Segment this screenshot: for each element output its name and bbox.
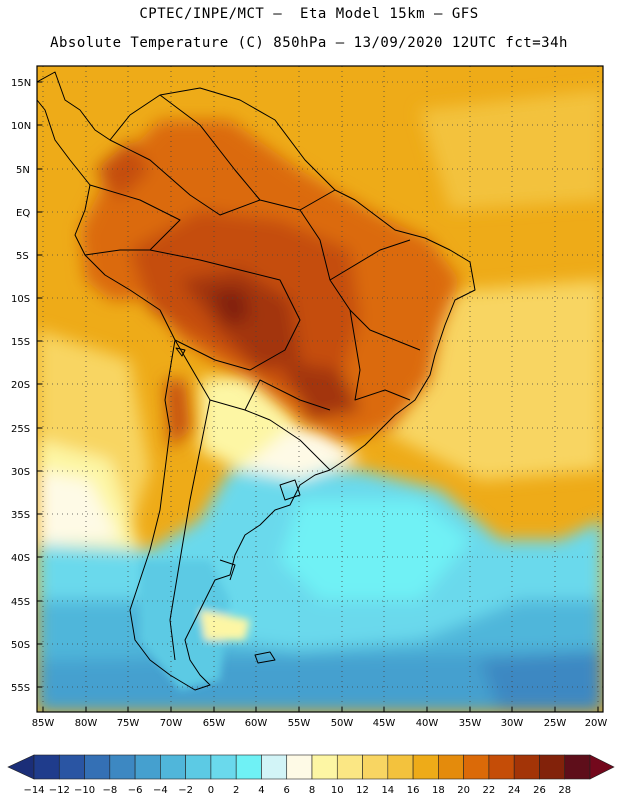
colorbar-swatch: [134, 754, 161, 780]
colorbar-swatch: [84, 754, 111, 780]
temperature-field: [37, 66, 603, 712]
lat-label-45s: 45S: [11, 597, 30, 608]
country-borders: [84, 94, 421, 661]
lon-label-55w: 55W: [288, 718, 311, 729]
lat-label-25s: 25S: [11, 424, 30, 435]
colorbar-label: −14: [23, 785, 44, 796]
colorbar-swatch: [362, 754, 389, 780]
lon-label-75w: 75W: [117, 718, 140, 729]
colorbar-swatch: [564, 754, 591, 780]
colorbar-label: 8: [309, 785, 315, 796]
lat-label-20s: 20S: [11, 380, 30, 391]
lon-label-85w: 85W: [32, 718, 55, 729]
lon-label-50w: 50W: [331, 718, 354, 729]
colorbar-swatch: [261, 754, 288, 780]
colorbar-swatch: [539, 754, 566, 780]
colorbar-swatch: [387, 754, 414, 780]
lon-label-40w: 40W: [416, 718, 439, 729]
colorbar-swatch: [412, 754, 439, 780]
colorbar-swatch: [463, 754, 490, 780]
lon-label-60w: 60W: [245, 718, 268, 729]
map-title-variable: Absolute Temperature (C) 850hPa – 13/09/…: [50, 35, 568, 51]
colorbar-label: −10: [74, 785, 95, 796]
colorbar-label: 0: [208, 785, 214, 796]
lon-label-70w: 70W: [160, 718, 183, 729]
lat-label-5s: 5S: [16, 251, 29, 262]
colorbar-label: 6: [284, 785, 290, 796]
colorbar-label: 16: [407, 785, 420, 796]
lon-label-30w: 30W: [501, 718, 524, 729]
colorbar-swatch: [109, 754, 136, 780]
lat-label-55s: 55S: [11, 683, 30, 694]
falklands: [254, 651, 276, 664]
lat-label-50s: 50S: [11, 640, 30, 651]
colorbar-label: 10: [331, 785, 344, 796]
colorbar-label: −6: [128, 785, 143, 796]
lat-label-10s: 10S: [11, 294, 30, 305]
gulf-san-matias: [219, 559, 236, 581]
colorbar-label: 24: [508, 785, 521, 796]
colorbar-label: −8: [102, 785, 117, 796]
colorbar-label: 28: [558, 785, 571, 796]
colorbar-swatch: [160, 754, 186, 780]
lon-label-35w: 35W: [459, 718, 482, 729]
colorbar-label: 22: [483, 785, 496, 796]
lat-label-35s: 35S: [11, 510, 30, 521]
colorbar-label: −2: [178, 785, 193, 796]
coastlines: [37, 71, 476, 691]
lat-label-40s: 40S: [11, 553, 30, 564]
colorbar-label: 12: [356, 785, 369, 796]
lon-label-45w: 45W: [373, 718, 396, 729]
map-title-model: CPTEC/INPE/MCT – Eta Model 15km – GFS: [139, 6, 479, 22]
colorbar-label: 20: [457, 785, 470, 796]
colorbar-swatch: [513, 754, 540, 780]
colorbar-over-arrow: [589, 754, 615, 780]
colorbar-label: 2: [233, 785, 239, 796]
south-america-outline: [37, 71, 476, 691]
lon-label-25w: 25W: [544, 718, 567, 729]
lake-titicaca: [175, 347, 186, 357]
colorbar-swatch: [235, 754, 262, 780]
lon-label-20w: 20W: [585, 718, 608, 729]
lon-label-80w: 80W: [75, 718, 98, 729]
colorbar-swatch: [438, 754, 464, 780]
latitude-axis: 15N 10N 5N EQ 5S 10S 15S 20S 25S 30S 35S…: [11, 78, 31, 694]
map-frame: [36, 65, 604, 713]
lat-label-15s: 15S: [11, 337, 30, 348]
colorbar-swatch: [311, 754, 338, 780]
colorbar-label: −12: [49, 785, 70, 796]
colorbar-swatch: [185, 754, 212, 780]
colorbar-label: 18: [432, 785, 445, 796]
lat-label-15n: 15N: [11, 78, 31, 89]
colorbar-swatch: [336, 754, 363, 780]
colorbar-label: 14: [381, 785, 394, 796]
lat-label-5n: 5N: [16, 165, 30, 176]
lat-label-10n: 10N: [11, 121, 31, 132]
lat-label-30s: 30S: [11, 467, 30, 478]
longitude-ticks: [42, 707, 599, 712]
latitude-ticks: [37, 81, 42, 688]
colorbar-swatch: [286, 754, 313, 780]
colorbar-label: −4: [153, 785, 168, 796]
lagoa-dos-patos: [279, 479, 301, 501]
lon-label-65w: 65W: [203, 718, 226, 729]
colorbar-swatch: [210, 754, 237, 780]
colorbar-label: 26: [533, 785, 546, 796]
colorbar-under-arrow: [7, 754, 35, 780]
longitude-axis: 85W 80W 75W 70W 65W 60W 55W 50W 45W 40W …: [32, 718, 608, 729]
colorbar-label: 4: [258, 785, 264, 796]
colorbar-swatch: [58, 754, 85, 780]
lat-label-eq: EQ: [16, 208, 30, 219]
colorbar-swatch: [488, 754, 515, 780]
colorbar: −14 −12 −10 −8 −6 −4 −2 0 2 4 6 8 10 12 14 16 18 20 22 24 26…: [7, 754, 615, 796]
colorbar-swatch: [33, 754, 60, 780]
